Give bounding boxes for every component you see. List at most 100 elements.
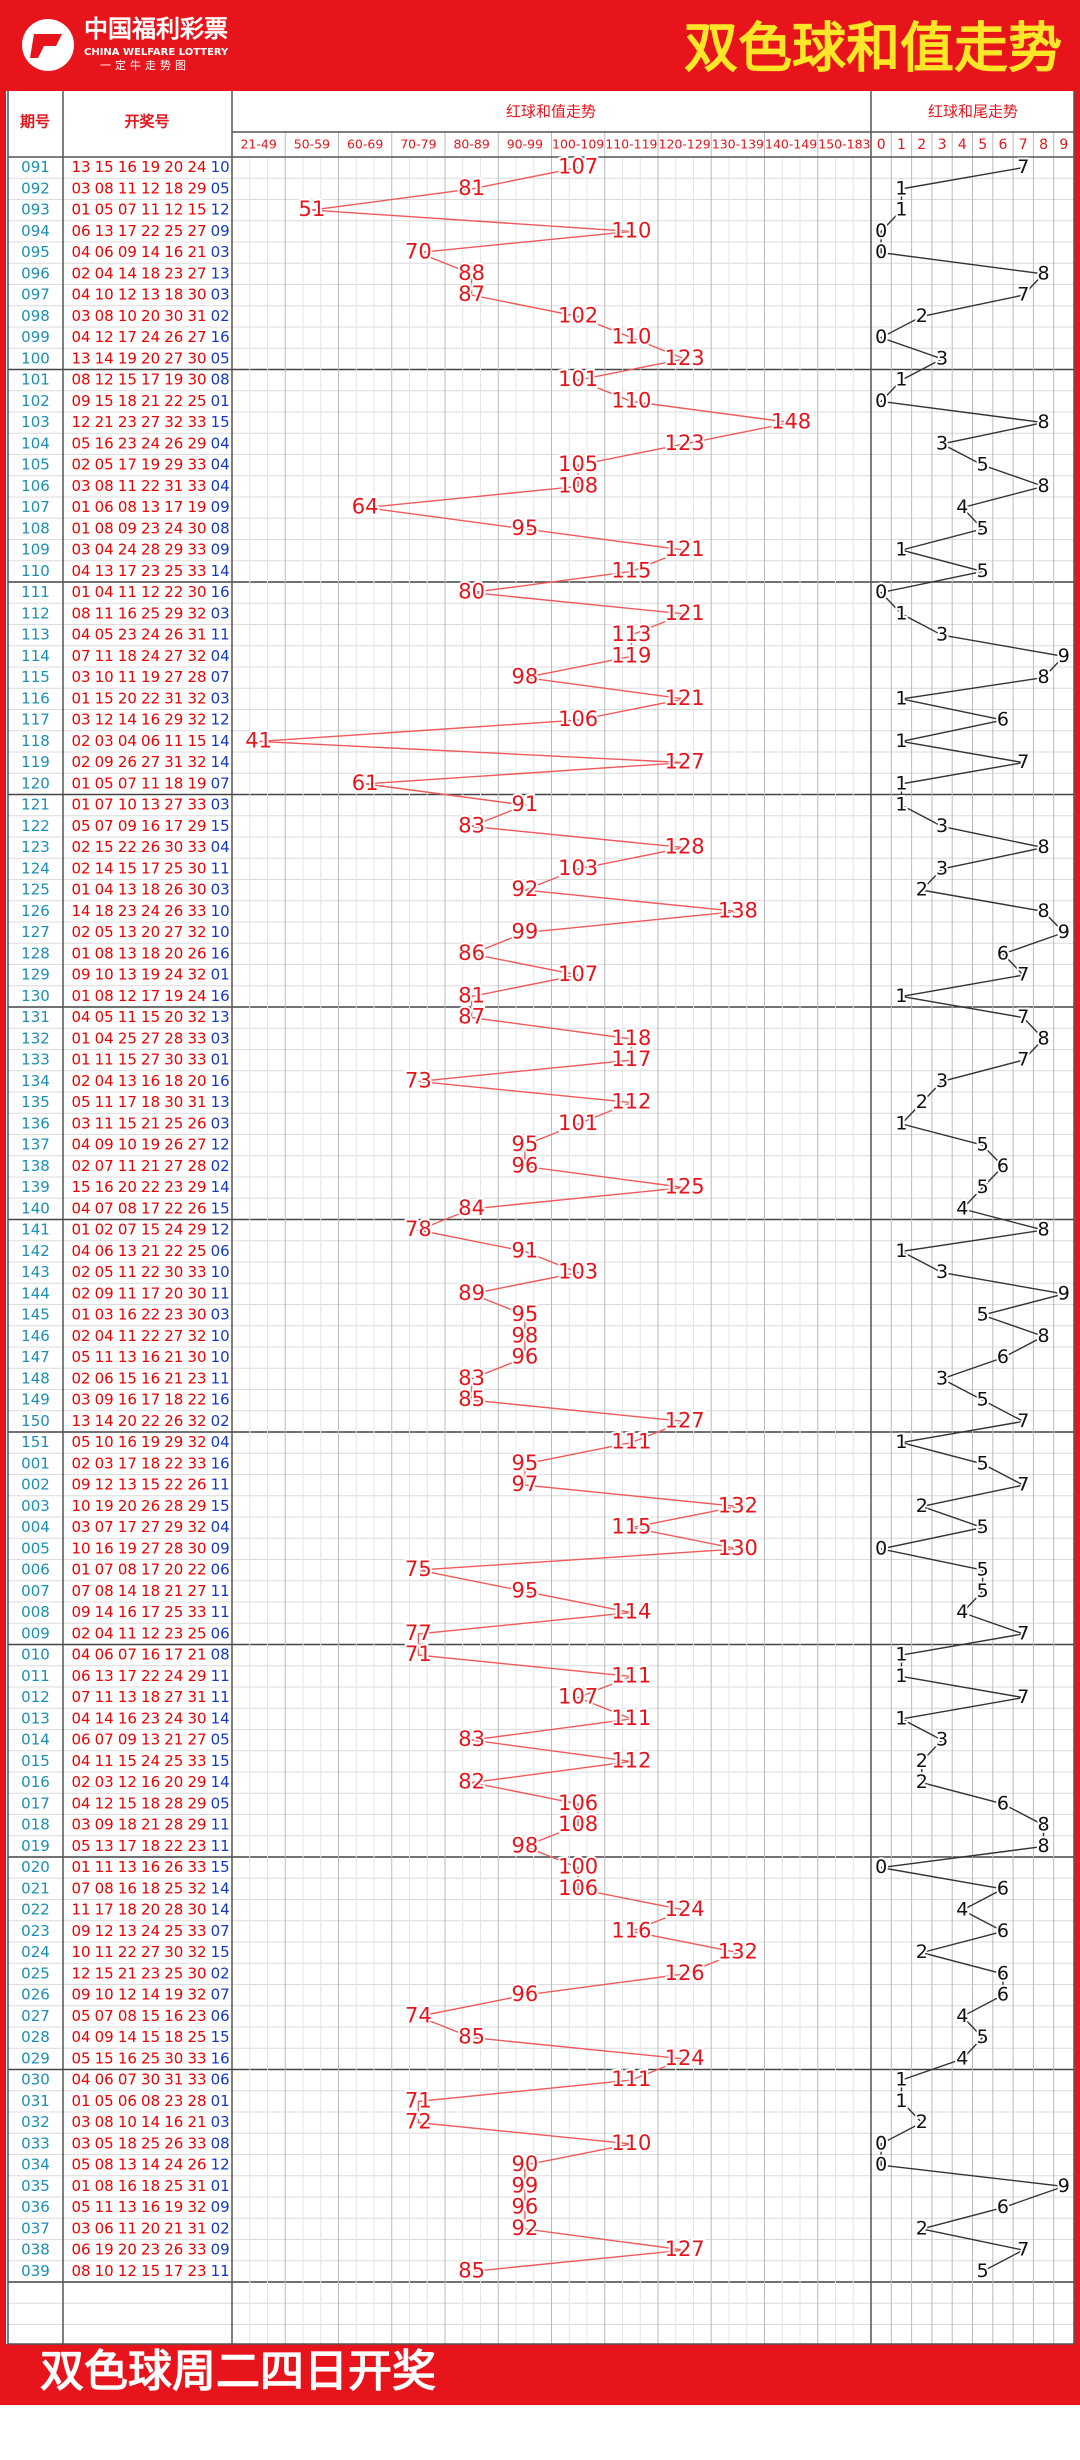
red-ball: 29 <box>164 456 183 474</box>
red-ball: 31 <box>164 753 183 771</box>
blue-ball: 15 <box>211 1943 230 1961</box>
sum-value: 115 <box>611 1515 651 1539</box>
red-ball: 08 <box>118 1561 137 1579</box>
digit-label: 2 <box>917 137 926 153</box>
tail-value: 4 <box>956 2047 968 2069</box>
red-ball: 10 <box>118 2113 137 2131</box>
red-ball: 08 <box>95 987 114 1005</box>
red-ball: 01 <box>71 944 90 962</box>
red-ball: 05 <box>71 2007 90 2025</box>
red-ball: 14 <box>141 2156 160 2174</box>
period: 121 <box>21 796 50 814</box>
period: 122 <box>21 817 50 835</box>
red-ball: 18 <box>141 1582 160 1600</box>
period: 136 <box>21 1114 50 1132</box>
red-ball: 19 <box>187 498 206 516</box>
red-ball: 20 <box>164 158 183 176</box>
red-ball: 16 <box>118 158 137 176</box>
red-ball: 29 <box>187 1178 206 1196</box>
tail-value: 2 <box>916 305 928 327</box>
sum-value: 96 <box>512 1982 539 2006</box>
period: 033 <box>21 2134 50 2152</box>
blue-ball: 07 <box>211 774 230 792</box>
red-ball: 27 <box>187 222 206 240</box>
red-ball: 22 <box>164 1837 183 1855</box>
red-ball: 20 <box>164 1008 183 1026</box>
red-ball: 08 <box>141 2092 160 2110</box>
red-ball: 30 <box>187 1348 206 1366</box>
red-ball: 29 <box>187 817 206 835</box>
red-ball: 11 <box>95 2198 114 2216</box>
period: 105 <box>21 456 50 474</box>
period: 144 <box>21 1284 50 1302</box>
red-ball: 19 <box>164 1986 183 2004</box>
red-ball: 27 <box>141 1051 160 1069</box>
red-ball: 02 <box>71 1327 90 1345</box>
red-ball: 20 <box>141 349 160 367</box>
sum-value: 103 <box>558 1260 598 1284</box>
tail-value: 7 <box>1017 1410 1029 1432</box>
red-ball: 29 <box>164 541 183 559</box>
red-ball: 32 <box>187 966 206 984</box>
red-ball: 08 <box>71 2262 90 2280</box>
period: 034 <box>21 2156 50 2174</box>
column-header: 红球和值走势 <box>506 103 596 121</box>
logo-text: 中国福利彩票 <box>84 15 228 43</box>
red-ball: 15 <box>71 1178 90 1196</box>
red-ball: 11 <box>118 1263 137 1281</box>
red-ball: 01 <box>71 1029 90 1047</box>
red-ball: 05 <box>71 2049 90 2067</box>
red-ball: 16 <box>118 1709 137 1727</box>
red-ball: 18 <box>141 1688 160 1706</box>
period: 093 <box>21 201 50 219</box>
red-ball: 23 <box>187 2262 206 2280</box>
red-ball: 07 <box>71 1879 90 1897</box>
sum-value: 108 <box>558 1812 598 1836</box>
red-ball: 26 <box>187 1199 206 1217</box>
blue-ball: 12 <box>211 1221 230 1239</box>
red-ball: 08 <box>95 179 114 197</box>
sum-value: 64 <box>352 495 379 519</box>
tail-value: 6 <box>997 1346 1009 1368</box>
sum-value: 123 <box>665 431 705 455</box>
red-ball: 01 <box>71 201 90 219</box>
red-ball: 19 <box>118 349 137 367</box>
red-ball: 23 <box>164 1306 183 1324</box>
red-ball: 18 <box>118 392 137 410</box>
red-ball: 04 <box>71 243 90 261</box>
period: 149 <box>21 1391 50 1409</box>
blue-ball: 10 <box>211 902 230 920</box>
red-ball: 04 <box>71 1794 90 1812</box>
sum-value: 138 <box>718 898 758 922</box>
red-ball: 29 <box>187 179 206 197</box>
red-ball: 22 <box>141 689 160 707</box>
red-ball: 12 <box>95 1922 114 1940</box>
bin-label: 90-99 <box>507 137 543 152</box>
red-ball: 24 <box>141 1752 160 1770</box>
red-ball: 28 <box>141 541 160 559</box>
red-ball: 31 <box>187 307 206 325</box>
period: 025 <box>21 1964 50 1982</box>
red-ball: 02 <box>71 732 90 750</box>
red-ball: 04 <box>95 1624 114 1642</box>
sum-value: 106 <box>558 1791 598 1815</box>
period: 108 <box>21 519 50 537</box>
red-ball: 26 <box>187 2156 206 2174</box>
period: 013 <box>21 1709 50 1727</box>
sum-value: 106 <box>558 1876 598 1900</box>
red-ball: 25 <box>164 562 183 580</box>
blue-ball: 16 <box>211 2049 230 2067</box>
sum-value: 127 <box>665 750 705 774</box>
tail-value: 8 <box>1038 475 1050 497</box>
red-ball: 32 <box>187 1986 206 2004</box>
period: 134 <box>21 1072 50 1090</box>
red-ball: 11 <box>118 477 137 495</box>
red-ball: 28 <box>187 1157 206 1175</box>
period: 020 <box>21 1858 50 1876</box>
red-ball: 12 <box>95 371 114 389</box>
blue-ball: 14 <box>211 1773 230 1791</box>
red-ball: 16 <box>141 711 160 729</box>
red-ball: 01 <box>71 774 90 792</box>
red-ball: 33 <box>187 1922 206 1940</box>
sum-value: 106 <box>558 707 598 731</box>
